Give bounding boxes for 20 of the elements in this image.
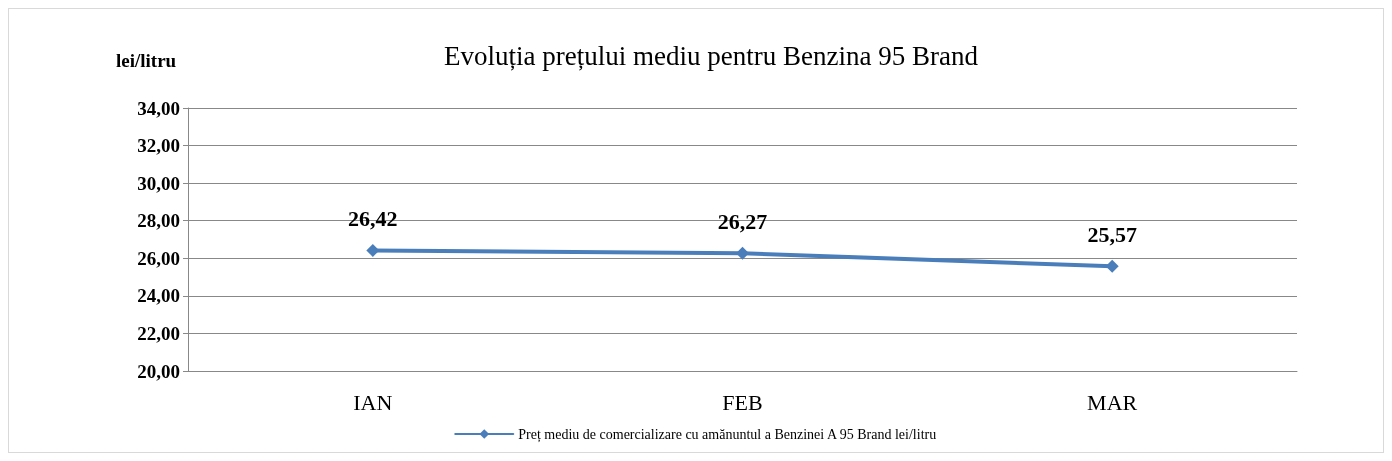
y-tick-label: 34,00 bbox=[137, 97, 180, 119]
y-tick-label: 30,00 bbox=[137, 172, 180, 194]
data-label: 26,27 bbox=[717, 209, 768, 235]
y-tick-label: 26,00 bbox=[137, 247, 180, 269]
legend-label: Preț mediu de comercializare cu amănuntul a Benzinei A 95 Brand lei/litru bbox=[518, 426, 937, 443]
point bbox=[366, 243, 380, 257]
point bbox=[1105, 259, 1119, 273]
x-tick-label: FEB bbox=[722, 389, 763, 415]
data-label: 26,42 bbox=[348, 206, 398, 232]
x-tick-label: IAN bbox=[353, 389, 393, 415]
chart-title: Evoluția prețului mediu pentru Benzina 95 Brand bbox=[444, 40, 979, 71]
y-tick-label: 24,00 bbox=[137, 285, 180, 307]
data-label: 25,57 bbox=[1087, 222, 1137, 248]
y-tick-label: 28,00 bbox=[137, 210, 180, 232]
y-tick-label: 32,00 bbox=[137, 135, 180, 157]
y-axis-title: lei/litru bbox=[116, 50, 177, 71]
y-tick-label: 20,00 bbox=[137, 360, 180, 382]
point bbox=[736, 246, 749, 260]
y-tick-label: 22,00 bbox=[137, 322, 180, 344]
x-tick-label: MAR bbox=[1087, 389, 1138, 415]
